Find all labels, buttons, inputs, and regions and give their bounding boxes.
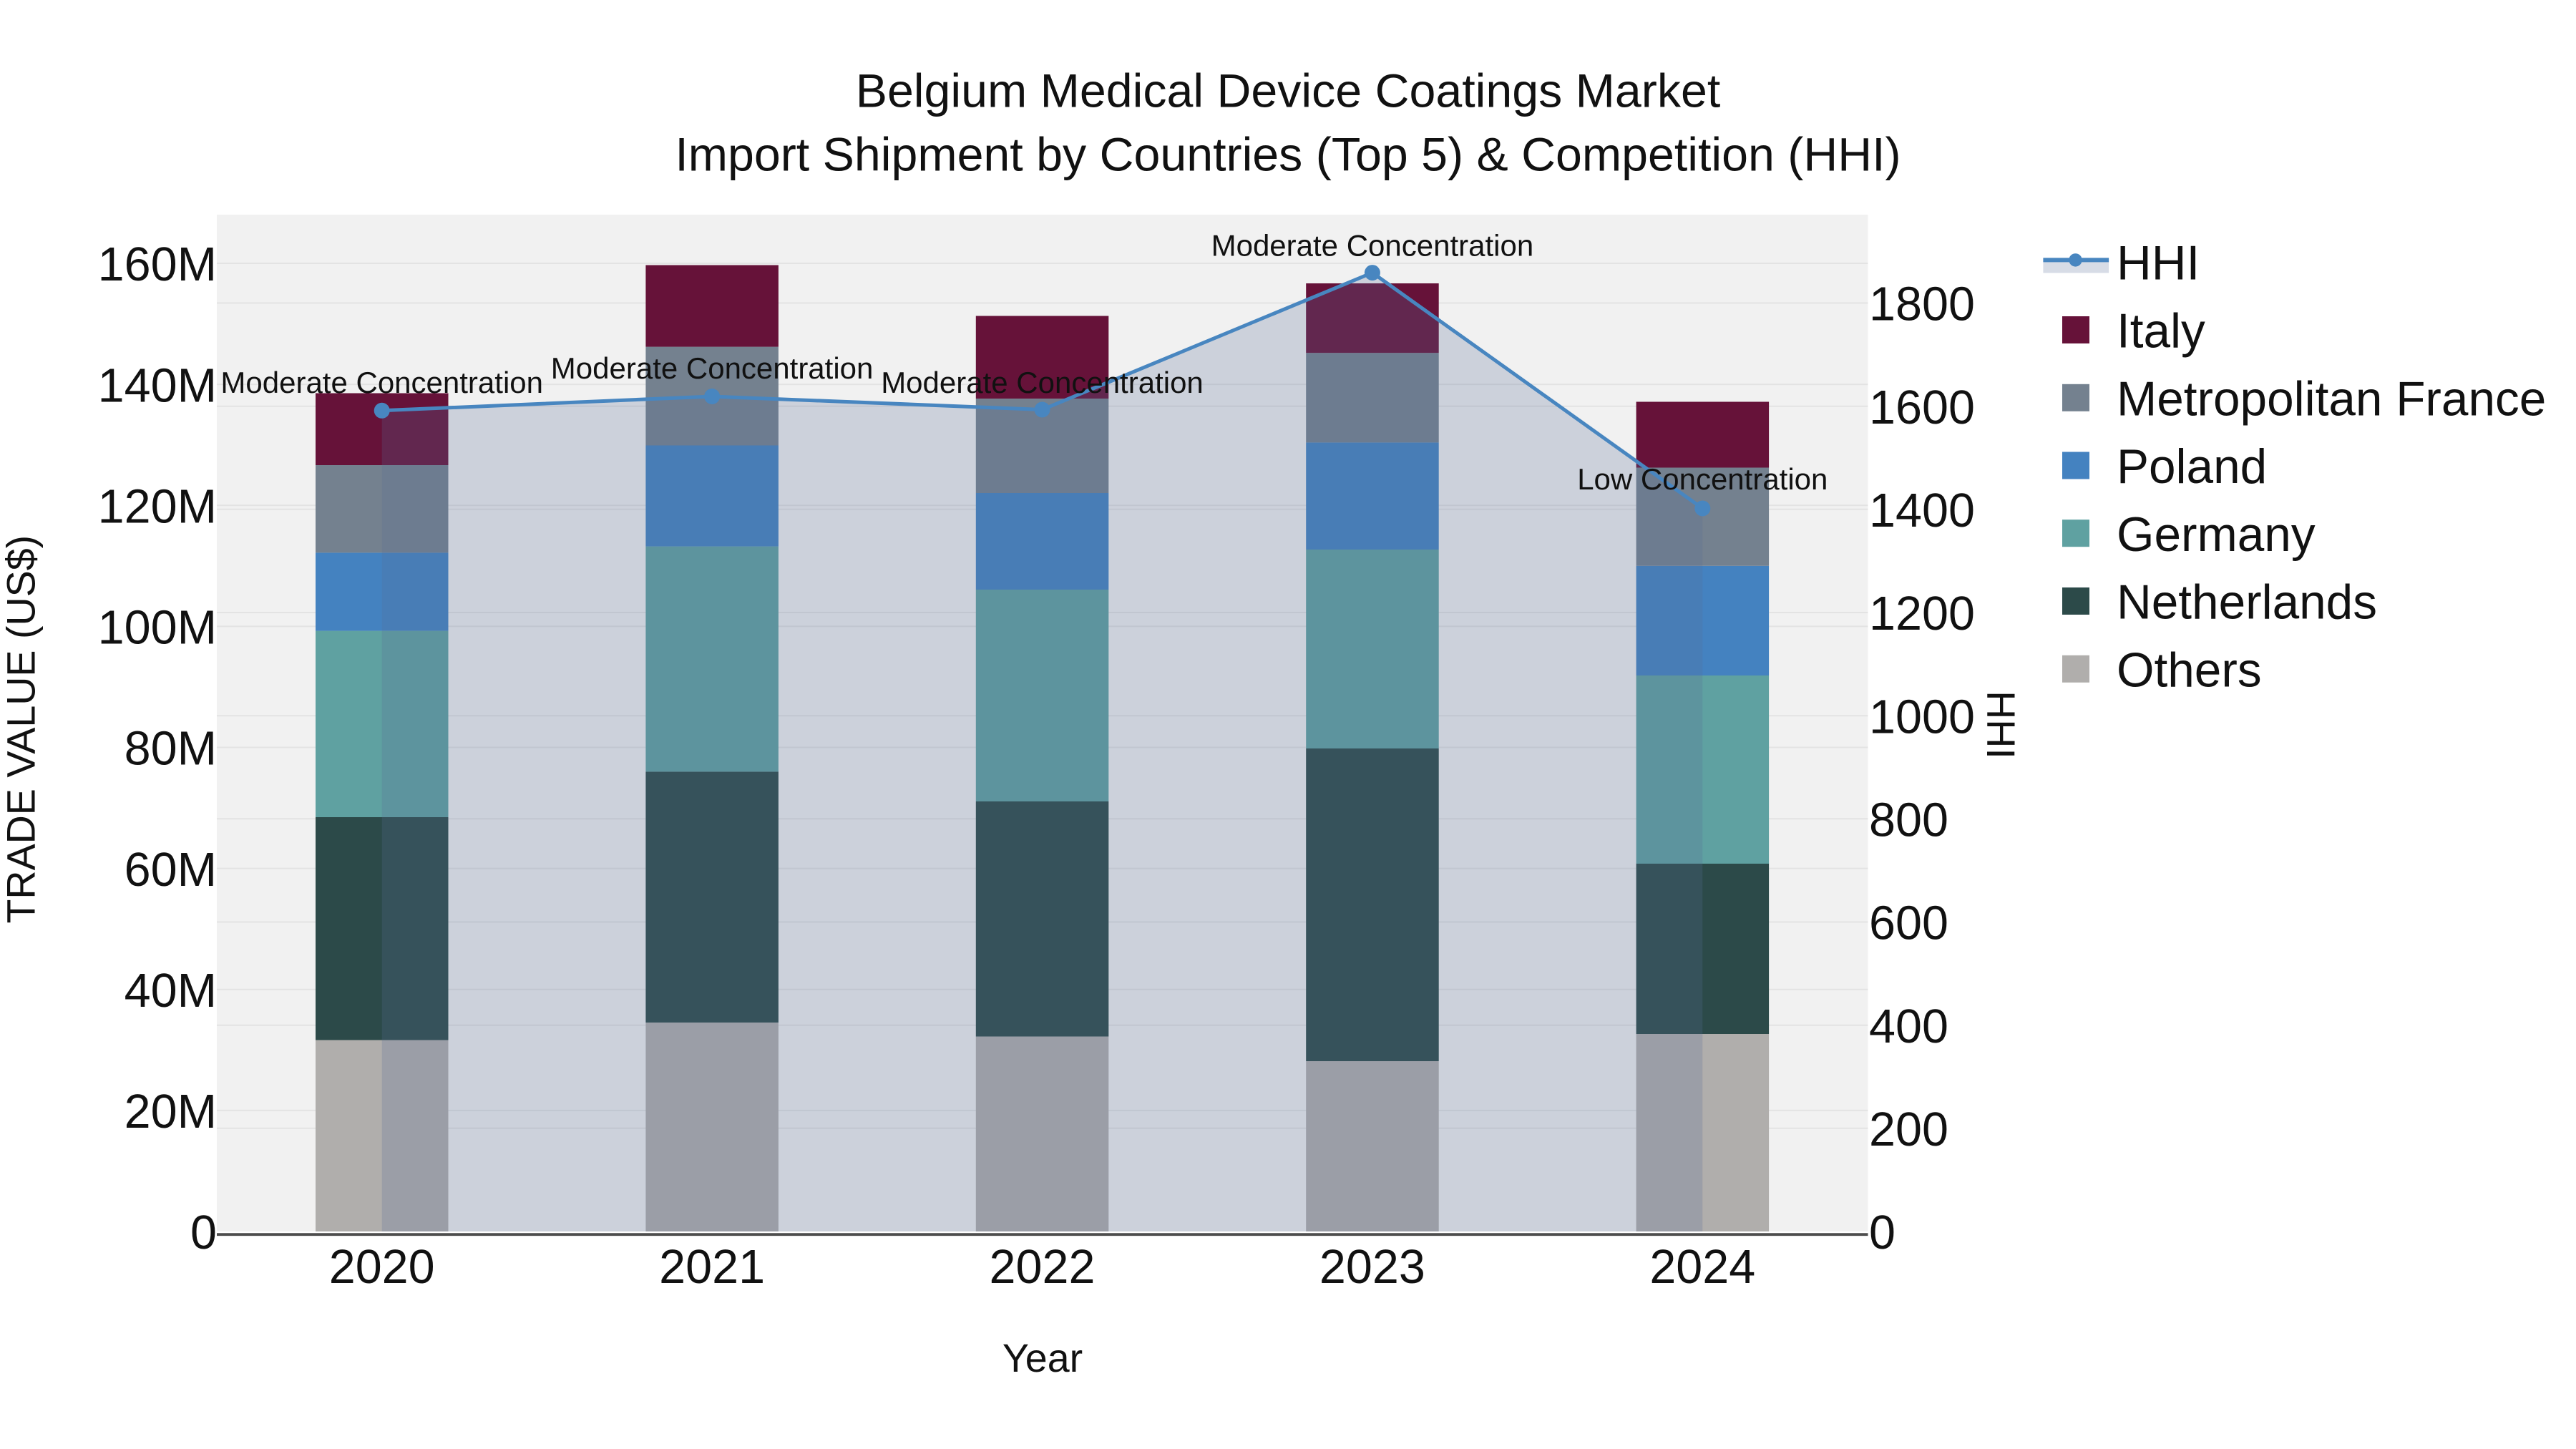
svg-text:2021: 2021 xyxy=(659,1241,765,1294)
svg-text:0: 0 xyxy=(190,1206,217,1259)
svg-text:Italy: Italy xyxy=(2117,305,2205,358)
svg-text:1000: 1000 xyxy=(1869,691,1975,743)
svg-text:Germany: Germany xyxy=(2117,508,2316,562)
svg-text:120M: 120M xyxy=(98,481,217,534)
svg-text:Poland: Poland xyxy=(2117,440,2267,494)
svg-text:40M: 40M xyxy=(125,965,217,1018)
svg-text:80M: 80M xyxy=(125,723,217,776)
svg-text:2023: 2023 xyxy=(1319,1241,1425,1294)
svg-text:Moderate Concentration: Moderate Concentration xyxy=(220,366,543,399)
svg-text:Belgium Medical Device Coating: Belgium Medical Device Coatings Market xyxy=(856,65,1721,118)
svg-text:0: 0 xyxy=(1869,1206,1896,1259)
svg-text:Moderate Concentration: Moderate Concentration xyxy=(881,366,1204,399)
svg-text:Year: Year xyxy=(1002,1336,1083,1380)
svg-text:Low Concentration: Low Concentration xyxy=(1577,462,1828,496)
svg-text:HHI: HHI xyxy=(2117,237,2200,291)
svg-text:Import Shipment by Countries (: Import Shipment by Countries (Top 5) & C… xyxy=(675,129,1901,182)
svg-text:Others: Others xyxy=(2117,643,2262,697)
svg-text:160M: 160M xyxy=(98,238,217,291)
svg-text:100M: 100M xyxy=(98,602,217,655)
svg-text:TRADE VALUE (US$): TRADE VALUE (US$) xyxy=(0,535,44,924)
svg-text:2024: 2024 xyxy=(1649,1241,1755,1294)
svg-text:1400: 1400 xyxy=(1869,484,1975,537)
svg-text:HHI: HHI xyxy=(1979,691,2023,759)
svg-text:200: 200 xyxy=(1869,1103,1948,1156)
svg-text:140M: 140M xyxy=(98,359,217,412)
svg-text:1800: 1800 xyxy=(1869,278,1975,331)
svg-text:2020: 2020 xyxy=(329,1241,435,1294)
svg-text:1600: 1600 xyxy=(1869,381,1975,434)
svg-text:1200: 1200 xyxy=(1869,587,1975,640)
svg-text:600: 600 xyxy=(1869,897,1948,950)
svg-text:Moderate Concentration: Moderate Concentration xyxy=(1211,229,1534,263)
svg-text:60M: 60M xyxy=(125,844,217,897)
svg-text:Netherlands: Netherlands xyxy=(2117,576,2377,630)
svg-text:Metropolitan France: Metropolitan France xyxy=(2117,372,2546,426)
svg-text:400: 400 xyxy=(1869,1000,1948,1053)
svg-text:800: 800 xyxy=(1869,794,1948,847)
svg-text:20M: 20M xyxy=(125,1085,217,1138)
svg-text:Moderate Concentration: Moderate Concentration xyxy=(551,351,874,385)
svg-text:2022: 2022 xyxy=(990,1241,1096,1294)
